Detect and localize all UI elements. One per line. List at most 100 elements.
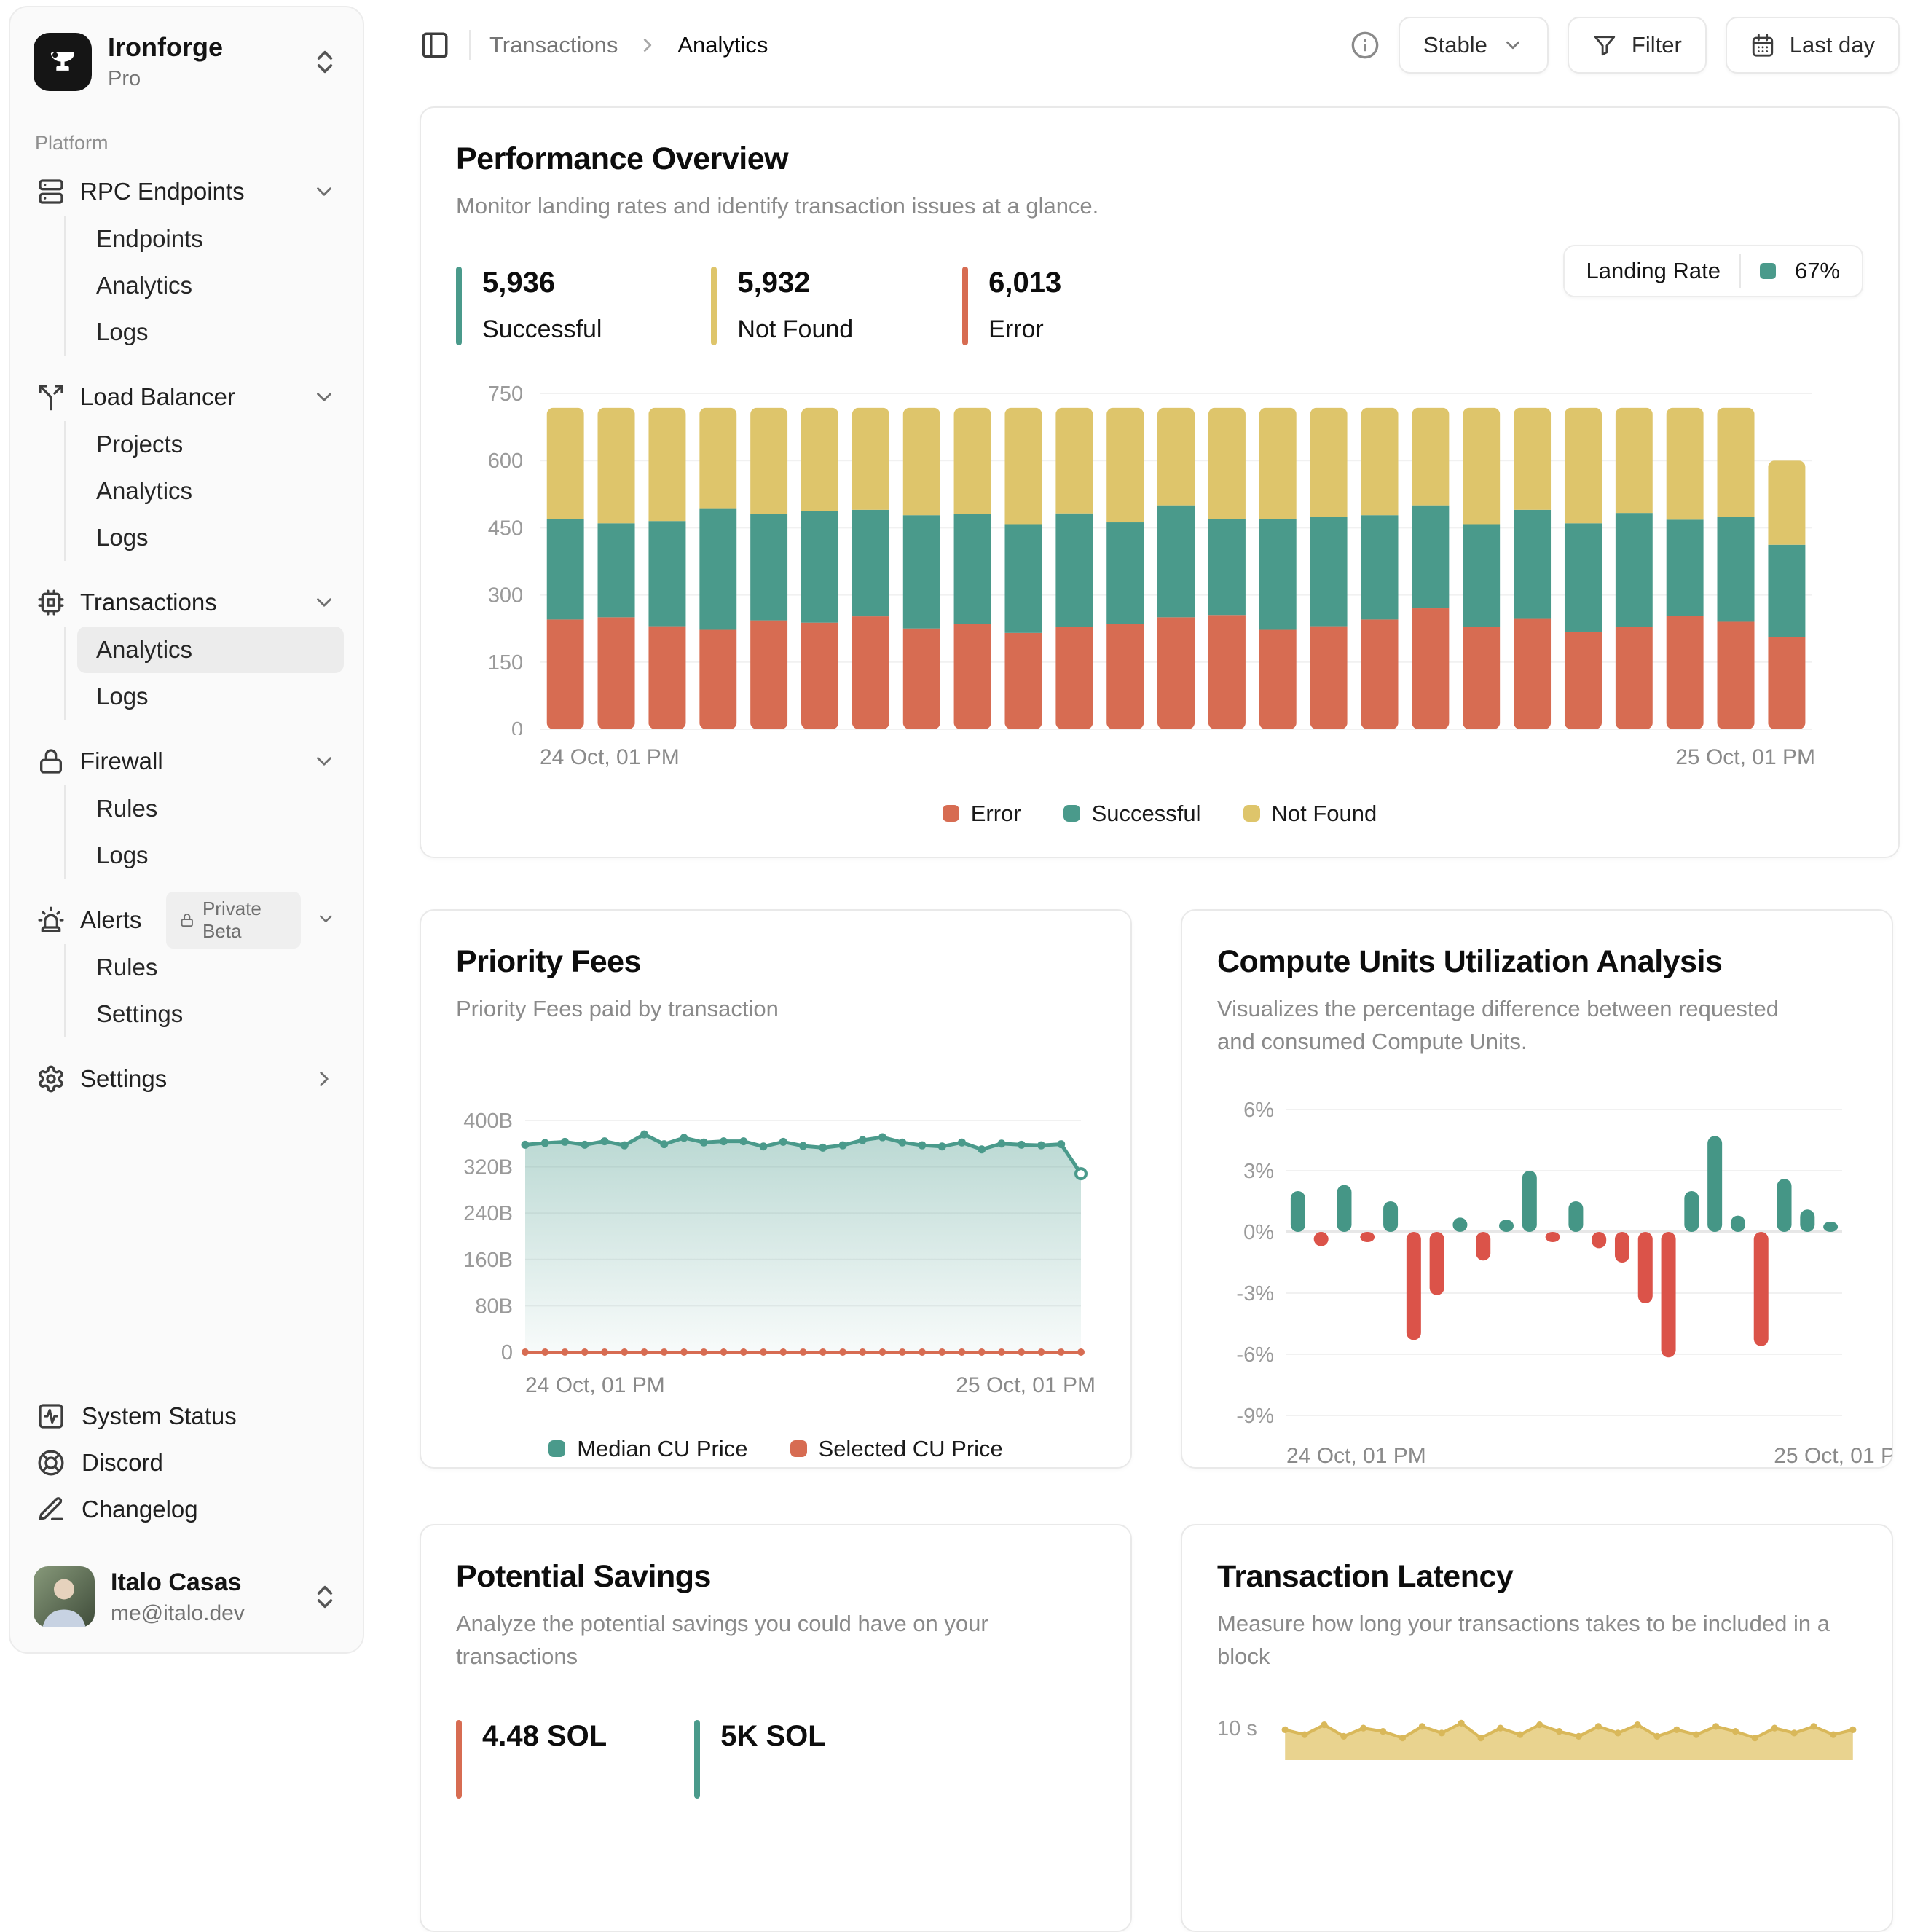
svg-text:300: 300 (488, 584, 523, 608)
sidebar-item-rpc-endpoints-analytics[interactable]: Analytics (96, 272, 193, 299)
sidebar-group-rpc-endpoints[interactable]: RPC Endpoints (29, 168, 344, 216)
svg-text:0: 0 (511, 718, 523, 735)
sidebar-item-changelog[interactable]: Changelog (29, 1486, 344, 1533)
card-subtitle: Priority Fees paid by transaction (456, 996, 779, 1021)
sidebar-item-load-balancer-analytics[interactable]: Analytics (96, 477, 193, 504)
stat-value: 5K SOL (720, 1719, 826, 1752)
sidebar-nav: RPC Endpoints Endpoints Analytics Logs Load … (29, 168, 344, 1103)
pen-icon (36, 1495, 66, 1524)
info-icon[interactable] (1350, 31, 1380, 60)
sidebar-item-transactions-logs[interactable]: Logs (96, 683, 149, 710)
workspace-plan: Pro (108, 67, 141, 90)
sidebar-group-transactions[interactable]: Transactions (29, 578, 344, 627)
priority-fees-card: Priority Fees Priority Fees paid by tran… (420, 909, 1132, 1469)
breadcrumb-transactions[interactable]: Transactions (489, 32, 618, 58)
stat-value: 5,936 (482, 266, 556, 299)
sidebar-item-transactions-analytics[interactable]: Analytics (77, 627, 344, 673)
transaction-latency-card: Transaction Latency Measure how long you… (1181, 1524, 1893, 1932)
card-title: Priority Fees (456, 944, 642, 979)
private-beta-badge: Private Beta (166, 892, 302, 949)
chevrons-up-down-icon (310, 1582, 339, 1611)
stat-block: 6,013 Error (962, 266, 1062, 345)
gear-icon (36, 1064, 66, 1093)
legend-item-successful: Successful (1063, 801, 1201, 827)
cpu-icon (36, 588, 66, 617)
stat-color-bar (694, 1719, 701, 1799)
svg-text:-9%: -9% (1236, 1405, 1274, 1428)
sidebar-item-firewall-rules[interactable]: Rules (96, 795, 158, 822)
sidebar-toggle-icon[interactable] (420, 30, 450, 60)
environment-select[interactable]: Stable (1399, 17, 1549, 74)
workspace-name: Ironforge (108, 32, 223, 62)
legend-label: Successful (1091, 800, 1201, 826)
legend-label: Error (970, 800, 1021, 826)
stat-color-bar (456, 1719, 462, 1799)
sidebar-sublist: Analytics Logs (64, 627, 344, 720)
sidebar-item-firewall-logs[interactable]: Logs (96, 841, 149, 868)
card-subtitle: Measure how long your transactions takes… (1217, 1611, 1830, 1669)
chevron-right-icon (312, 1067, 337, 1091)
stat-color-bar (456, 266, 462, 345)
svg-text:450: 450 (488, 517, 523, 540)
svg-text:-3%: -3% (1236, 1282, 1274, 1305)
svg-text:6%: 6% (1243, 1102, 1274, 1122)
breadcrumb-analytics: Analytics (677, 32, 768, 58)
x-axis-end-label: 25 Oct, 01 PM (956, 1373, 1096, 1397)
filter-button[interactable]: Filter (1567, 17, 1707, 74)
svg-text:600: 600 (488, 449, 523, 473)
sidebar-group-label: Load Balancer (80, 383, 235, 410)
latency-line-chart (1281, 1719, 1857, 1761)
svg-text:400B: 400B (463, 1112, 513, 1133)
svg-text:0: 0 (501, 1341, 513, 1363)
legend-label: Selected CU Price (818, 1435, 1003, 1461)
sidebar-item-alerts-settings[interactable]: Settings (96, 1000, 184, 1027)
stat-value: 4.48 SOL (482, 1719, 607, 1752)
stat-label: Error (988, 315, 1044, 343)
chevron-down-icon (312, 179, 337, 204)
legend-swatch (1243, 805, 1260, 822)
chevron-down-icon (312, 590, 337, 615)
stat-value: 6,013 (988, 266, 1062, 299)
user-menu[interactable]: Italo Casas me@italo.dev (29, 1562, 344, 1632)
card-title: Compute Units Utilization Analysis (1217, 944, 1723, 979)
sidebar-item-label: System Status (82, 1402, 237, 1429)
filter-label: Filter (1631, 32, 1682, 58)
workspace-switcher[interactable]: Ironforge Pro (29, 29, 344, 94)
legend-swatch (548, 1440, 566, 1458)
sidebar-sublist: Projects Analytics Logs (64, 421, 344, 561)
sidebar-sublist: Rules Logs (64, 785, 344, 879)
legend-swatch (790, 1440, 807, 1458)
sidebar-item-alerts-rules[interactable]: Rules (96, 954, 158, 981)
sidebar-group-label: RPC Endpoints (80, 178, 245, 205)
cu-utilization-card: Compute Units Utilization Analysis Visua… (1181, 909, 1893, 1469)
sidebar-group-alerts[interactable]: Alerts Private Beta (29, 892, 344, 949)
legend-item-not-found: Not Found (1243, 801, 1377, 827)
stat-block: 4.48 SOL (456, 1719, 607, 1799)
sidebar-item-system-status[interactable]: System Status (29, 1393, 344, 1440)
svg-text:240B: 240B (463, 1202, 513, 1225)
date-range-button[interactable]: Last day (1725, 17, 1900, 74)
svg-text:3%: 3% (1243, 1160, 1274, 1183)
sidebar-group-load-balancer[interactable]: Load Balancer (29, 373, 344, 421)
stat-value: 5,932 (737, 266, 811, 299)
legend-item-median-cu-price: Median CU Price (548, 1436, 748, 1462)
funnel-icon (1592, 33, 1617, 58)
stat-block: 5,936 Successful (456, 266, 602, 345)
y-axis-tick-label: 10 s (1217, 1716, 1257, 1740)
svg-text:150: 150 (488, 651, 523, 675)
top-bar: Transactions Analytics Stable Filter (364, 0, 1923, 90)
sidebar-item-rpc-endpoints-logs[interactable]: Logs (96, 318, 149, 345)
sidebar-item-discord[interactable]: Discord (29, 1440, 344, 1486)
sidebar-item-load-balancer-logs[interactable]: Logs (96, 524, 149, 551)
sidebar-group-settings[interactable]: Settings (29, 1055, 344, 1103)
sidebar-group-label: Transactions (80, 589, 217, 616)
sidebar-footer: System Status Discord Changelog (29, 1393, 344, 1533)
svg-text:0%: 0% (1243, 1221, 1274, 1244)
card-subtitle: Monitor landing rates and identify trans… (456, 193, 1099, 219)
svg-text:160B: 160B (463, 1249, 513, 1272)
sidebar-group-firewall[interactable]: Firewall (29, 737, 344, 785)
sidebar-item-rpc-endpoints-endpoints[interactable]: Endpoints (96, 225, 203, 252)
sidebar-item-load-balancer-projects[interactable]: Projects (96, 431, 184, 458)
sidebar-sublist: Rules Settings (64, 944, 344, 1037)
legend-item-selected-cu-price: Selected CU Price (790, 1436, 1003, 1462)
